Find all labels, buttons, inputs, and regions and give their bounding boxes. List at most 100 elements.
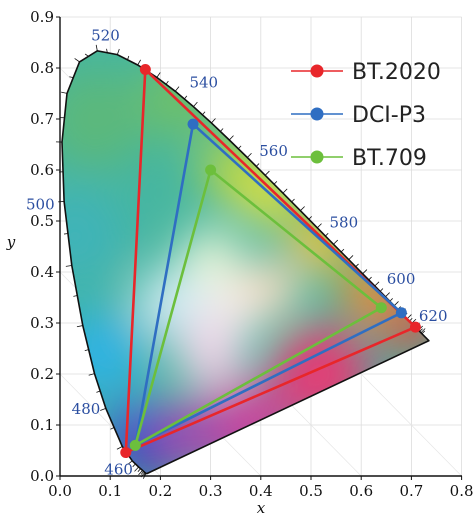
series-bt-709: [129, 164, 387, 451]
locus-tick: [355, 263, 359, 268]
x-tick-label: 0.6: [349, 482, 373, 500]
locus-tick: [116, 48, 120, 55]
locus-tick: [291, 198, 295, 203]
x-tick-labels: 0.0 0.1 0.2 0.3 0.4 0.5 0.6 0.7 0.8: [48, 476, 473, 500]
locus-tick: [61, 91, 68, 94]
gamut-color-blob: [270, 323, 372, 425]
x-tick-label: 0.5: [299, 482, 323, 500]
locus-tick: [368, 276, 372, 281]
locus-tick: [393, 301, 399, 306]
locus-tick: [132, 463, 136, 468]
x-tick-label: 0.3: [199, 482, 223, 500]
wavelength-label: 520: [91, 27, 120, 45]
legend-label: BT.709: [352, 146, 427, 171]
wavelength-label: 460: [104, 461, 133, 479]
gamut-color-blob: [135, 267, 206, 338]
gamut-triangles: [120, 64, 421, 459]
x-tick-label: 0.1: [98, 482, 122, 500]
locus-tick: [69, 76, 74, 79]
gamut-color-blob: [62, 68, 146, 170]
locus-tick: [333, 239, 339, 245]
locus-tick: [255, 163, 260, 167]
gamut-triangle: [134, 122, 403, 447]
y-tick-label: 0.2: [30, 365, 54, 383]
x-axis-label: x: [257, 499, 266, 514]
wavelength-label: 580: [330, 214, 359, 232]
wavelength-labels: 460 480 500 520 540 560 580 600 620: [26, 27, 448, 479]
y-axis-label: y: [6, 233, 16, 251]
locus-tick: [134, 466, 139, 472]
locus-tick: [282, 188, 288, 194]
locus-tick: [389, 298, 393, 302]
locus-tick: [95, 44, 98, 51]
locus-tick: [362, 269, 368, 275]
locus-tick: [325, 232, 329, 237]
locus-tick: [193, 101, 198, 107]
locus-tick: [96, 390, 101, 393]
wavelength-label: 560: [259, 142, 288, 160]
locus-tick: [374, 281, 380, 287]
locus-tick: [73, 295, 78, 297]
locus-tick: [273, 181, 278, 185]
locus-tick: [100, 407, 106, 411]
gamut-color-blob: [175, 318, 246, 389]
locus-tick: [419, 328, 423, 332]
locus-tick: [88, 373, 95, 376]
x-tick-label: 0.8: [450, 482, 473, 500]
wavelength-label: 480: [72, 400, 101, 418]
y-tick-label: 0.4: [30, 263, 54, 281]
locus-tick: [116, 446, 123, 450]
gamut-color-blob: [180, 226, 241, 287]
primary-point: [395, 307, 407, 319]
y-tick-label: 0.8: [30, 59, 54, 77]
primary-point: [375, 302, 387, 314]
gamut-color-blob: [62, 186, 126, 287]
primary-point: [205, 164, 217, 176]
series-bt-2020: [120, 64, 421, 459]
legend-entry: BT.2020: [291, 60, 441, 85]
legend-marker: [310, 107, 324, 121]
locus-tick: [247, 152, 252, 158]
x-tick-label: 0.0: [48, 482, 72, 500]
locus-tick: [63, 233, 69, 235]
locus-tick: [308, 216, 312, 220]
y-tick-labels: 0.0 0.1 0.2 0.3 0.4 0.5 0.6 0.7 0.8 0.9: [30, 8, 60, 485]
x-tick-label: 0.2: [148, 482, 172, 500]
locus-tick: [264, 170, 270, 176]
primary-point: [120, 447, 132, 459]
legend-marker: [310, 64, 324, 78]
locus-tick: [174, 86, 180, 92]
locus-tick: [110, 427, 115, 430]
y-tick-label: 0.0: [30, 467, 54, 485]
locus-tick: [238, 145, 242, 150]
locus-tick: [137, 468, 141, 472]
locus-tick: [385, 292, 390, 298]
y-tick-label: 0.9: [30, 8, 54, 26]
primary-point: [187, 118, 199, 130]
locus-tick: [76, 325, 83, 328]
gamut-triangle: [124, 68, 417, 454]
gamut-triangle: [134, 168, 383, 447]
locus-tick: [340, 248, 345, 253]
primary-point: [139, 64, 151, 76]
legend-marker: [310, 150, 324, 164]
wavelength-label: 500: [26, 196, 55, 214]
legend: BT.2020 DCI-P3 BT.709: [291, 60, 441, 171]
locus-tick: [138, 470, 143, 476]
wavelength-label: 600: [387, 270, 416, 288]
locus-tick: [316, 223, 322, 229]
legend-label: DCI-P3: [352, 103, 426, 128]
locus-tick: [379, 288, 384, 292]
locus-tick: [65, 265, 72, 267]
locus-tick: [84, 349, 89, 352]
locus-tick: [156, 72, 161, 78]
locus-tick: [348, 255, 354, 260]
y-tick-label: 0.1: [30, 416, 54, 434]
legend-entry: DCI-P3: [291, 103, 426, 128]
x-tick-label: 0.4: [249, 482, 273, 500]
locus-tick: [421, 330, 426, 335]
y-tick-label: 0.5: [30, 212, 54, 230]
locus-tick: [140, 471, 144, 475]
legend-label: BT.2020: [352, 60, 441, 85]
